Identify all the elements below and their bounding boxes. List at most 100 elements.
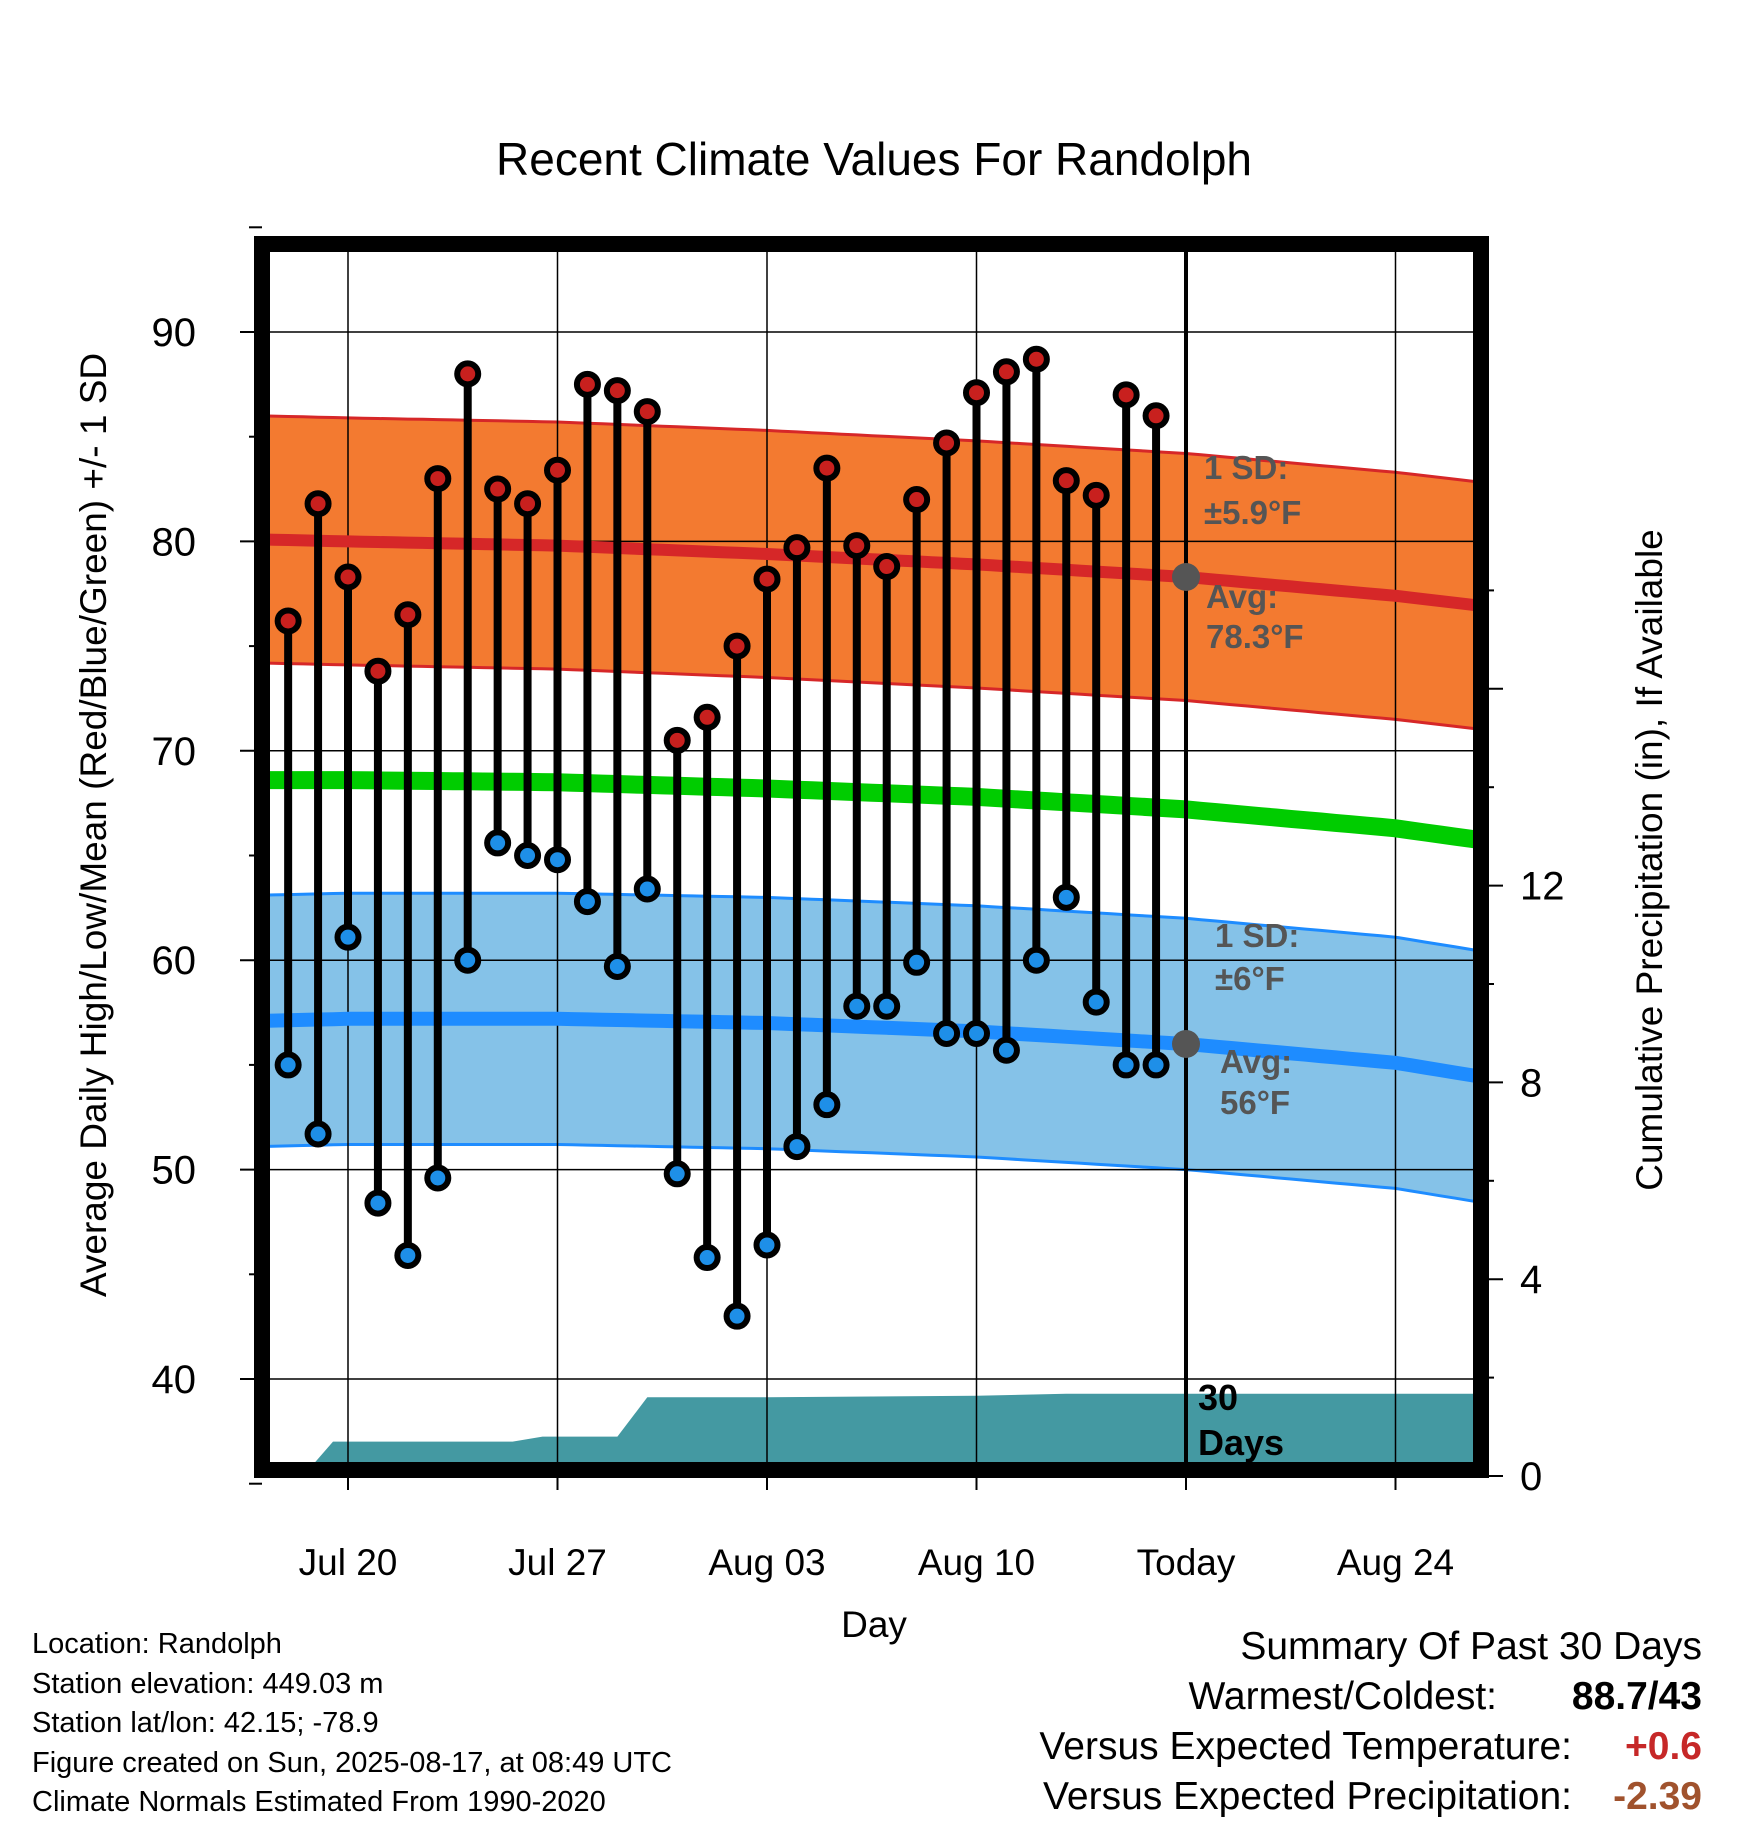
x-tick-label: Aug 03 [708,1542,825,1583]
high-temp-marker [633,398,661,426]
high-temp-marker [963,379,990,407]
high-sd-label: 1 SD: [1204,449,1288,486]
low-temp-marker [484,829,512,857]
y-tick-label: 50 [152,1149,197,1193]
y-axis-label: Average Daily High/Low/Mean (Red/Blue/Gr… [73,353,114,1297]
high-temp-marker [843,532,871,560]
low-temp-marker [873,992,901,1020]
high-temp-marker [723,632,751,660]
y2-axis-label: Cumulative Precipitation (in), If Availa… [1629,529,1670,1191]
high-temp-marker [992,358,1020,386]
summary-title: Summary Of Past 30 Days [1240,1625,1702,1668]
x-tick-label: Jul 27 [508,1542,607,1583]
low-temp-marker [693,1244,721,1272]
created-text: Figure created on Sun, 2025-08-17, at 08… [32,1746,672,1779]
y-tick-label: 40 [152,1358,197,1402]
high-temp-marker [484,475,512,503]
summary-temp-row: Versus Expected Temperature: +0.6 [1039,1725,1702,1775]
low-temp-marker [573,888,601,916]
high-temp-marker [663,726,691,754]
low-temp-marker [753,1231,781,1259]
warmest-label: Warmest/Coldest: [1188,1675,1497,1718]
low-temp-marker [1082,988,1110,1016]
days-label-number: 30 [1198,1377,1238,1418]
high-sd-lower-line [262,661,1481,731]
today-high-avg-marker [1172,562,1200,591]
high-temp-marker [334,563,362,591]
high-temp-marker [454,360,482,388]
high-temp-marker [274,607,302,635]
high-temp-marker [603,377,631,405]
high-sd-upper-line [262,414,1481,484]
x-tick-label: Jul 20 [299,1542,398,1583]
high-temp-marker [693,703,721,731]
low-temp-marker [903,948,931,976]
high-temp-marker [813,454,841,482]
low-avg-line [262,1011,1481,1084]
low-temp-marker [394,1241,422,1269]
high-temp-marker [873,553,901,581]
high-temp-marker [544,456,571,484]
low-temp-marker [813,1091,841,1119]
x-tick-label: Aug 10 [918,1542,1035,1583]
low-avg-value: 56°F [1220,1084,1290,1121]
x-axis-label: Day [841,1604,907,1645]
low-sd-upper-line [262,891,1481,953]
y-tick-label: 70 [152,730,197,774]
low-temp-marker [843,992,871,1020]
precip-label: Versus Expected Precipitation: [1043,1775,1572,1818]
low-sd-label: 1 SD: [1215,917,1299,954]
low-temp-marker [723,1302,751,1330]
high-avg-line [262,533,1481,612]
low-sd-band [262,893,1481,1203]
chart-title: Recent Climate Values For Randolph [496,133,1252,185]
low-temp-marker [633,875,661,903]
normals-text: Climate Normals Estimated From 1990-2020 [32,1786,606,1818]
low-temp-marker [992,1036,1020,1064]
summary-warmest-row: Warmest/Coldest: 88.7/43 [1039,1675,1702,1725]
today-low-avg-marker [1172,1029,1200,1058]
high-temp-marker [903,486,931,514]
high-temp-marker [753,565,781,593]
low-temp-marker [1052,883,1080,911]
high-sd-band [262,415,1481,730]
x-tick-label: Today [1137,1542,1236,1583]
low-temp-marker [304,1120,332,1148]
high-temp-marker [514,490,542,518]
summary-precip-row: Versus Expected Precipitation: -2.39 [1039,1775,1702,1825]
high-temp-marker [783,534,811,562]
low-temp-marker [783,1133,811,1161]
location-text: Location: Randolph [32,1628,282,1660]
mean-avg-line [262,771,1481,850]
low-sd-value: ±6°F [1215,960,1285,997]
y-tick-label: 60 [152,939,197,983]
y-tick-label: 80 [152,520,197,564]
x-tick-label: Aug 24 [1337,1542,1454,1583]
low-temp-marker [334,923,362,951]
y2-tick-label: 4 [1520,1258,1542,1302]
y2-tick-label: 0 [1520,1455,1542,1499]
warmest-value: 88.7/43 [1571,1675,1702,1718]
elevation-text: Station elevation: 449.03 m [32,1667,384,1700]
low-sd-lower-line [262,1143,1481,1204]
high-temp-marker [933,429,961,457]
high-temp-marker [304,490,332,518]
station-info: Location: Randolph Station elevation: 44… [32,1625,672,1823]
high-sd-value: ±5.9°F [1204,494,1301,531]
low-temp-marker [1112,1051,1140,1079]
low-temp-marker [274,1051,302,1079]
y2-tick-label: 8 [1520,1061,1542,1105]
high-temp-marker [1052,467,1080,495]
high-avg-label: Avg: [1206,578,1278,615]
low-temp-marker [603,952,631,980]
low-temp-marker [1142,1051,1170,1079]
summary-panel: Summary Of Past 30 Days Warmest/Coldest:… [1039,1625,1702,1825]
low-temp-marker [514,842,542,869]
high-avg-value: 78.3°F [1206,618,1304,655]
high-temp-marker [1022,345,1050,373]
high-temp-marker [1142,402,1170,430]
days-label-text: Days [1198,1422,1284,1463]
plot-frame [254,236,1489,1478]
